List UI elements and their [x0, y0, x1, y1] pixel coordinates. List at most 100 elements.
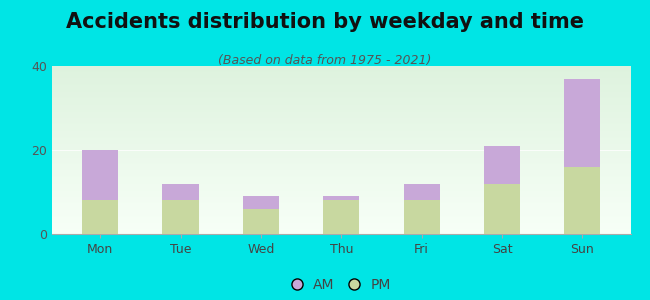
Bar [52, 76, 650, 77]
Bar [82, 150, 118, 200]
Bar [52, 223, 650, 224]
Bar [52, 131, 650, 132]
Bar [52, 112, 650, 113]
Bar [52, 115, 650, 116]
Bar [52, 194, 650, 195]
Bar [52, 141, 650, 142]
Bar [52, 107, 650, 108]
Bar [564, 79, 601, 167]
Bar [52, 79, 650, 80]
Bar [52, 66, 650, 67]
Bar [52, 208, 650, 209]
Bar [52, 139, 650, 140]
Bar [52, 109, 650, 110]
Bar [82, 200, 118, 234]
Bar [52, 147, 650, 148]
Bar [52, 184, 650, 185]
Bar [52, 142, 650, 143]
Bar [52, 172, 650, 173]
Bar [52, 73, 650, 74]
Bar [52, 152, 650, 153]
Bar [52, 86, 650, 87]
Bar [52, 168, 650, 169]
Bar [52, 162, 650, 163]
Bar [52, 199, 650, 200]
Bar [52, 138, 650, 139]
Bar [52, 129, 650, 130]
Bar [52, 193, 650, 194]
Bar [52, 105, 650, 106]
Bar [52, 232, 650, 233]
Bar [52, 169, 650, 170]
Bar [52, 233, 650, 234]
Bar [52, 151, 650, 152]
Bar [52, 178, 650, 179]
Bar [52, 167, 650, 168]
Bar [52, 220, 650, 221]
Bar [52, 77, 650, 78]
Bar [52, 204, 650, 205]
Bar [52, 102, 650, 103]
Bar [52, 100, 650, 101]
Bar [52, 124, 650, 125]
Bar [52, 85, 650, 86]
Bar [243, 196, 279, 209]
Bar [52, 92, 650, 93]
Bar [52, 181, 650, 182]
Bar [484, 184, 520, 234]
Bar [52, 165, 650, 166]
Text: (Based on data from 1975 - 2021): (Based on data from 1975 - 2021) [218, 54, 432, 67]
Bar [52, 217, 650, 218]
Bar [52, 163, 650, 164]
Bar [52, 226, 650, 227]
Bar [52, 134, 650, 135]
Bar [52, 132, 650, 133]
Bar [52, 229, 650, 230]
Bar [52, 186, 650, 187]
Bar [404, 184, 439, 200]
Bar [52, 157, 650, 158]
Bar [52, 94, 650, 95]
Bar [52, 158, 650, 159]
Bar [52, 116, 650, 117]
Bar [52, 177, 650, 178]
Bar [52, 213, 650, 214]
Bar [52, 117, 650, 118]
Bar [52, 185, 650, 186]
Bar [52, 196, 650, 197]
Bar [52, 82, 650, 83]
Bar [52, 87, 650, 88]
Bar [52, 100, 650, 101]
Bar [52, 128, 650, 129]
Bar [52, 108, 650, 109]
Bar [52, 120, 650, 121]
Bar [52, 206, 650, 207]
Bar [52, 187, 650, 188]
Bar [52, 153, 650, 154]
Bar [243, 209, 279, 234]
Bar [52, 156, 650, 157]
Bar [52, 148, 650, 149]
Bar [52, 118, 650, 119]
Bar [52, 95, 650, 96]
Bar [52, 126, 650, 127]
Bar [484, 146, 520, 184]
Bar [52, 198, 650, 199]
Bar [52, 214, 650, 215]
Bar [52, 203, 650, 204]
Bar [323, 196, 359, 200]
Bar [52, 231, 650, 232]
Bar [52, 110, 650, 111]
Bar [52, 183, 650, 184]
Bar [52, 209, 650, 210]
Bar [52, 106, 650, 107]
Bar [52, 114, 650, 115]
Bar [52, 225, 650, 226]
Bar [52, 150, 650, 151]
Bar [52, 137, 650, 138]
Bar [52, 84, 650, 85]
Bar [52, 170, 650, 171]
Bar [52, 125, 650, 126]
Bar [52, 164, 650, 165]
Bar [52, 91, 650, 92]
